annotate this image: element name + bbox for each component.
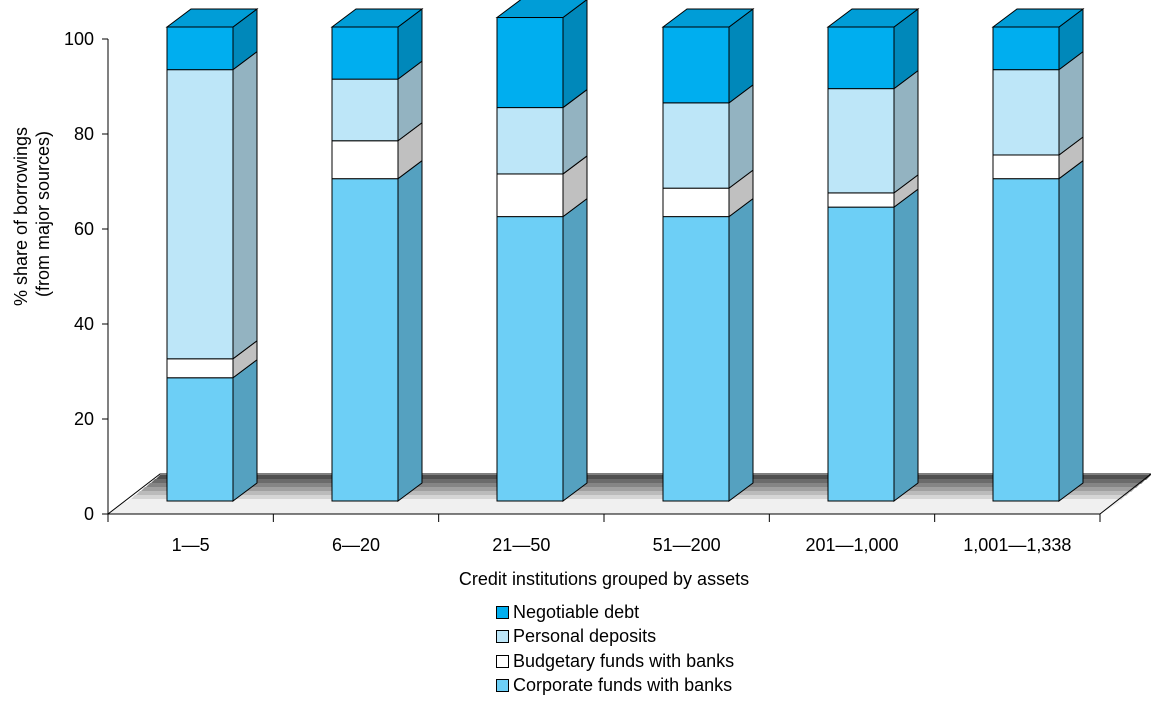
bar-segment <box>496 17 564 109</box>
y-axis-title-line-2: (from major sources) <box>33 131 53 297</box>
legend-swatch <box>496 605 509 619</box>
y-axis-title-line-1: % share of borrowings <box>11 127 31 306</box>
bar-segment-side <box>893 188 919 502</box>
bar-segment <box>662 26 730 104</box>
bar-segment <box>992 154 1060 180</box>
bar-stack <box>165 8 259 502</box>
bar-segment <box>166 69 234 360</box>
y-axis-title: % share of borrowings (from major source… <box>11 122 53 306</box>
bar-segment <box>166 377 234 502</box>
bar-top-face <box>991 8 1085 28</box>
y-tick-label: 60 <box>74 219 94 239</box>
bar-segment-side <box>562 0 588 109</box>
bar-segment <box>166 358 234 379</box>
bar-stack <box>661 8 755 502</box>
bar-segment <box>331 78 399 142</box>
bar-stack <box>330 8 424 502</box>
legend-item: Negotiable debt <box>496 600 734 625</box>
bar-segment <box>166 26 234 71</box>
bar-segment <box>827 88 895 194</box>
bar-segment-side <box>562 197 588 502</box>
bar-segment <box>662 216 730 502</box>
x-tick-label: 21—50 <box>492 535 550 555</box>
x-tick-label: 51—200 <box>653 535 721 555</box>
bar-segment <box>496 216 564 502</box>
bar-segment <box>992 26 1060 71</box>
bar-top-face <box>495 0 588 19</box>
bar-segment-side <box>397 159 423 502</box>
legend-label: Negotiable debt <box>513 601 640 622</box>
y-tick-label: 80 <box>74 124 94 144</box>
y-tick-label: 20 <box>74 409 94 429</box>
legend-item: Budgetary funds with banks <box>496 649 734 674</box>
bar-segment <box>992 178 1060 502</box>
bar-top-face <box>165 8 259 28</box>
floor-surface <box>108 502 1120 514</box>
x-tick-label: 6—20 <box>332 535 380 555</box>
legend-item: Personal deposits <box>496 625 734 650</box>
floor-edge <box>107 473 1151 515</box>
bar-segment <box>331 140 399 180</box>
bar-segment-side <box>1058 159 1084 502</box>
legend-label: Corporate funds with banks <box>513 675 733 696</box>
bars <box>165 0 1085 502</box>
bar-segment <box>827 192 895 208</box>
bar-segment <box>496 173 564 218</box>
legend-item: Corporate funds with banks <box>496 674 734 699</box>
bar-segment-side <box>728 197 754 502</box>
bar-top-face <box>661 8 755 28</box>
bar-segment <box>496 107 564 175</box>
bar-segment <box>662 187 730 218</box>
bar-segment-side <box>893 69 919 194</box>
bar-stack <box>991 8 1085 502</box>
x-tick-label: 1—5 <box>172 535 210 555</box>
bar-stack <box>495 0 588 502</box>
x-ticks: 1—5 6—20 21—50 51—200 201—1,000 1,001—1,338 <box>107 514 1101 555</box>
bar-segment-side <box>232 50 258 360</box>
x-tick-label: 1,001—1,338 <box>963 535 1071 555</box>
bar-segment <box>992 69 1060 156</box>
bar-segment <box>331 26 399 80</box>
legend-swatch <box>496 679 509 693</box>
bar-segment-side <box>232 358 258 502</box>
x-tick-label: 201—1,000 <box>805 535 898 555</box>
bar-stack <box>826 8 920 502</box>
legend-label: Personal deposits <box>513 626 657 647</box>
legend-swatch <box>496 654 509 668</box>
y-ticks: 0 20 40 60 80 100 <box>64 29 108 524</box>
y-tick-label: 40 <box>74 314 94 334</box>
bar-segment <box>331 178 399 502</box>
bar-segment <box>827 206 895 502</box>
bar-segment <box>662 102 730 189</box>
x-axis-title: Credit institutions grouped by assets <box>459 569 749 589</box>
y-tick-label: 0 <box>84 504 94 524</box>
bar-top-face <box>330 8 424 28</box>
y-tick-label: 100 <box>64 29 94 49</box>
bar-segment <box>827 26 895 90</box>
legend: Negotiable debt Personal deposits Budgetar… <box>496 600 734 698</box>
legend-swatch <box>496 630 509 644</box>
bar-top-face <box>826 8 920 28</box>
legend-label: Budgetary funds with banks <box>513 650 735 671</box>
